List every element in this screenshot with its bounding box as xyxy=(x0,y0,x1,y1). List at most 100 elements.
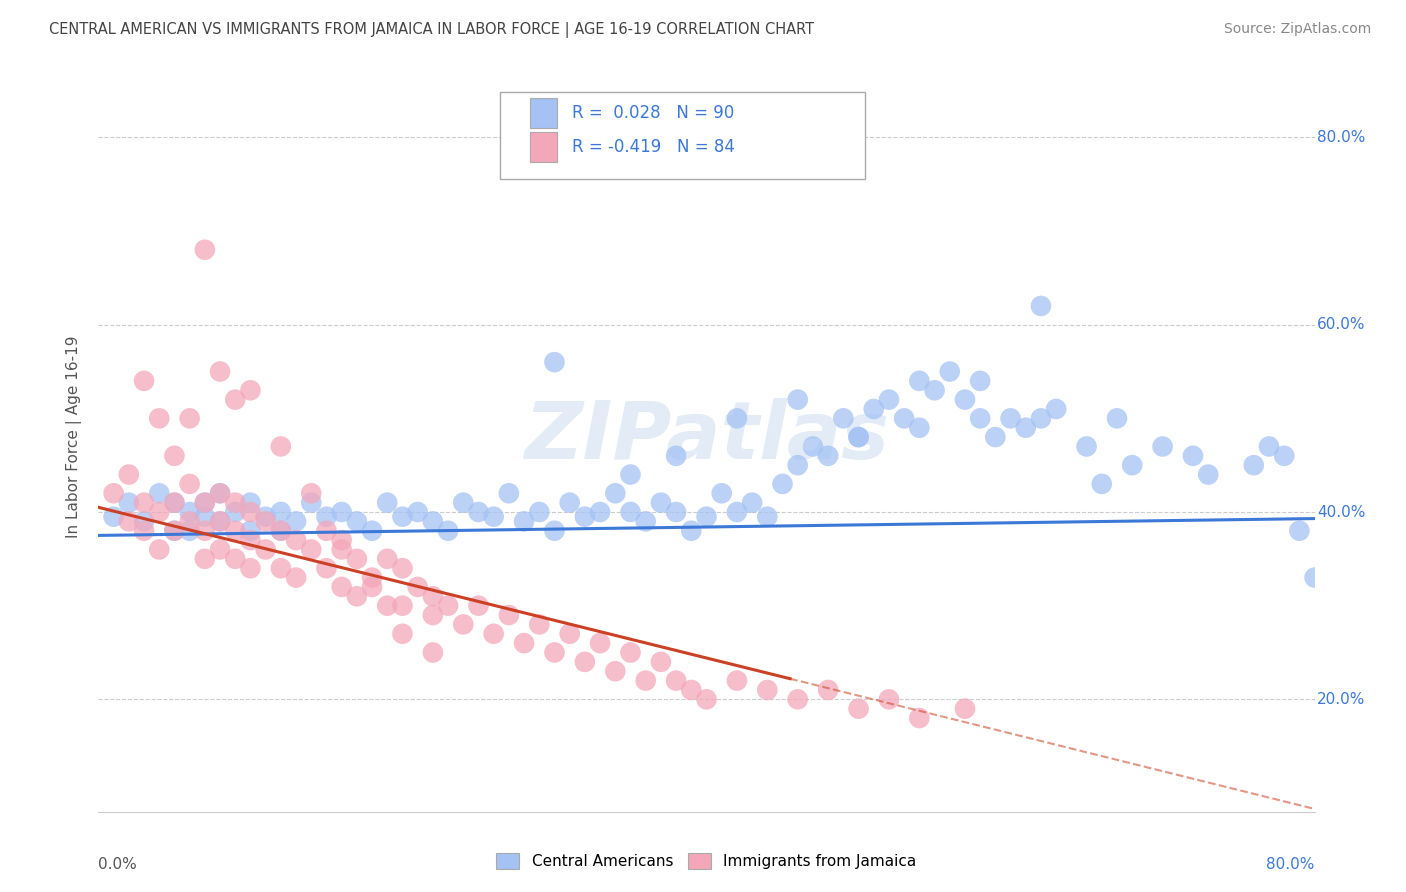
Point xyxy=(725,505,748,519)
Point xyxy=(299,486,322,500)
Point xyxy=(543,646,565,660)
Point xyxy=(1029,411,1052,425)
Point xyxy=(893,411,915,425)
Legend: Central Americans, Immigrants from Jamaica: Central Americans, Immigrants from Jamai… xyxy=(491,847,922,875)
Point xyxy=(681,524,703,538)
Point xyxy=(634,514,657,528)
Point xyxy=(619,467,641,482)
Point xyxy=(1258,440,1281,453)
Point xyxy=(148,486,170,500)
Point xyxy=(194,509,217,524)
Point xyxy=(877,392,900,407)
Point xyxy=(118,514,141,528)
Point xyxy=(148,411,170,425)
Point xyxy=(1197,467,1219,482)
Point xyxy=(908,711,931,725)
Point xyxy=(725,411,748,425)
Point xyxy=(209,486,232,500)
Point xyxy=(786,458,808,473)
Point xyxy=(877,692,900,706)
Point xyxy=(801,440,824,453)
Point xyxy=(239,384,262,398)
Point xyxy=(194,496,217,510)
Point xyxy=(817,683,839,698)
Point xyxy=(696,509,718,524)
Point xyxy=(681,683,703,698)
Point xyxy=(330,505,353,519)
Point xyxy=(969,374,991,388)
Point xyxy=(498,486,520,500)
Point xyxy=(513,636,536,650)
Point xyxy=(224,496,246,510)
Point xyxy=(224,505,246,519)
Point xyxy=(285,533,308,547)
Point xyxy=(270,505,292,519)
Point xyxy=(574,655,596,669)
Point xyxy=(391,626,413,640)
Point xyxy=(239,533,262,547)
Y-axis label: In Labor Force | Age 16-19: In Labor Force | Age 16-19 xyxy=(66,335,83,539)
Point xyxy=(375,496,398,510)
Point xyxy=(315,524,337,538)
FancyBboxPatch shape xyxy=(499,93,865,178)
Point xyxy=(103,509,125,524)
Point xyxy=(817,449,839,463)
Point xyxy=(239,524,262,538)
Point xyxy=(163,449,186,463)
Point xyxy=(619,646,641,660)
Point xyxy=(665,673,688,688)
Point xyxy=(179,476,201,491)
Point xyxy=(1243,458,1265,473)
Point xyxy=(163,496,186,510)
Point xyxy=(346,514,368,528)
Point xyxy=(132,524,155,538)
Point xyxy=(1152,440,1174,453)
Point xyxy=(254,542,277,557)
Text: 80.0%: 80.0% xyxy=(1317,130,1365,145)
Point xyxy=(361,571,384,585)
Point xyxy=(589,636,612,650)
Point xyxy=(391,509,413,524)
Point xyxy=(118,496,141,510)
Point xyxy=(209,514,232,528)
Point xyxy=(1105,411,1128,425)
FancyBboxPatch shape xyxy=(530,97,557,128)
Point xyxy=(939,364,962,378)
Point xyxy=(650,496,672,510)
Point xyxy=(786,692,808,706)
Point xyxy=(1000,411,1022,425)
Point xyxy=(513,514,536,528)
Point xyxy=(148,505,170,519)
Point xyxy=(103,486,125,500)
Text: 40.0%: 40.0% xyxy=(1317,505,1365,519)
Point xyxy=(270,440,292,453)
Point xyxy=(908,420,931,434)
Point xyxy=(1182,449,1205,463)
Point xyxy=(543,524,565,538)
Point xyxy=(772,476,794,491)
Point xyxy=(330,533,353,547)
Point xyxy=(725,673,748,688)
Text: R =  0.028   N = 90: R = 0.028 N = 90 xyxy=(571,103,734,121)
Point xyxy=(710,486,733,500)
Point xyxy=(209,514,232,528)
Point xyxy=(315,509,337,524)
Point xyxy=(239,505,262,519)
Point xyxy=(391,561,413,575)
Point xyxy=(482,626,505,640)
Point xyxy=(406,580,429,594)
Point xyxy=(1091,476,1114,491)
FancyBboxPatch shape xyxy=(530,132,557,162)
Point xyxy=(665,449,688,463)
Point xyxy=(285,571,308,585)
Point xyxy=(406,505,429,519)
Point xyxy=(848,430,870,444)
Point xyxy=(209,542,232,557)
Point xyxy=(422,589,444,603)
Point xyxy=(574,509,596,524)
Point xyxy=(315,561,337,575)
Point xyxy=(209,364,232,378)
Point xyxy=(862,401,884,416)
Point xyxy=(330,580,353,594)
Point xyxy=(467,505,489,519)
